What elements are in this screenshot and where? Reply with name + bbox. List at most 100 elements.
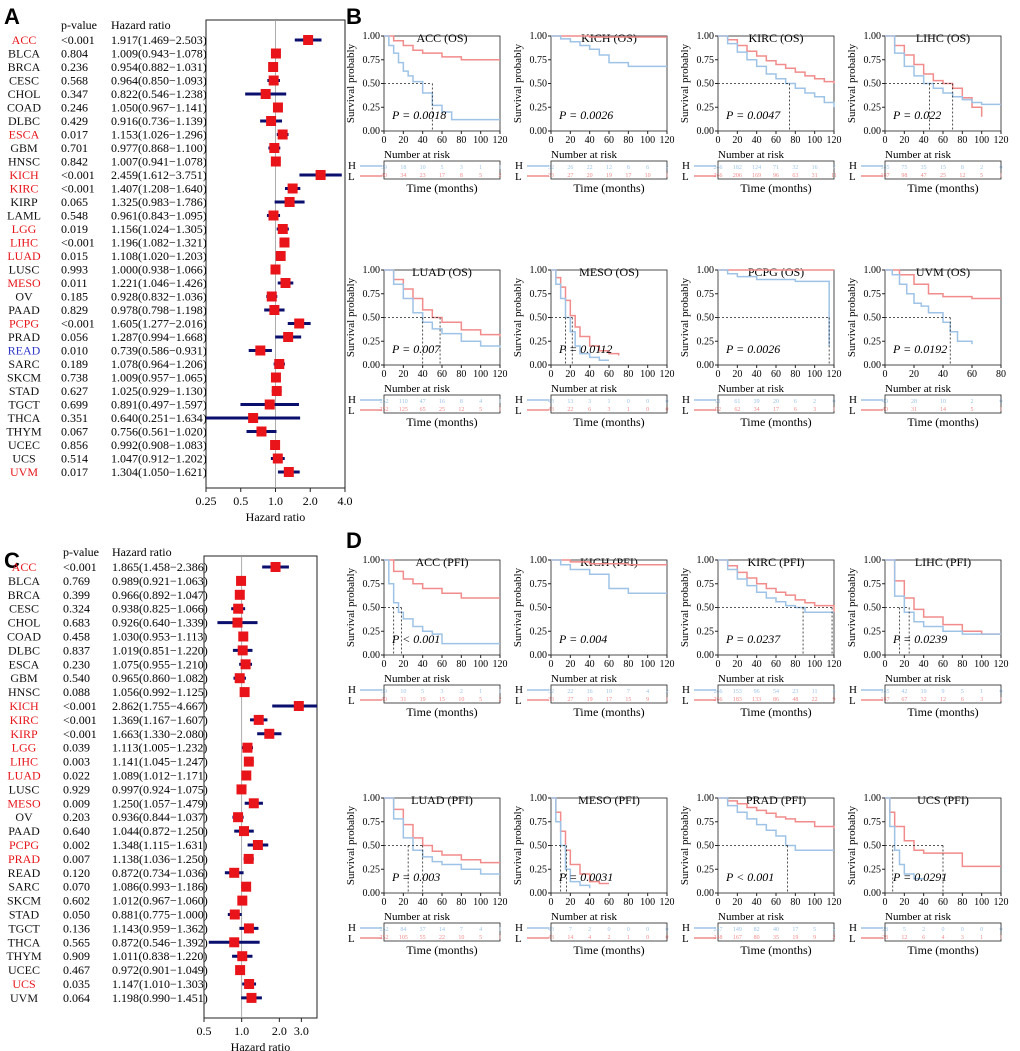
x-tick-label: 0	[883, 659, 888, 670]
risk-count-low: 98	[901, 173, 907, 179]
risk-count-high: 1	[608, 399, 611, 405]
risk-count-high: 149	[733, 927, 742, 933]
hr-marker	[243, 853, 254, 864]
y-tick-label: 0.00	[864, 888, 882, 899]
x-tick-label: 40	[418, 897, 428, 908]
p-value: 0.568	[61, 74, 88, 88]
p-value: <0.001	[63, 713, 97, 727]
y-tick-label: 0.75	[864, 579, 882, 590]
x-tick-label: 2.0	[303, 494, 318, 508]
risk-table-frame	[550, 394, 668, 414]
risk-count-low: 169	[752, 173, 761, 179]
km-curve-high	[384, 35, 500, 121]
x-tick-label: 40	[585, 897, 595, 908]
p-value: 0.003	[63, 755, 90, 769]
cancer-label: KIRC	[10, 713, 39, 727]
hazard-ratio-text: 1.917(1.469−2.503)	[111, 33, 207, 47]
y-tick-label: 1.00	[363, 793, 381, 804]
x-tick-label: 0	[382, 897, 387, 908]
km-x-title: Time (months)	[740, 943, 811, 957]
risk-h-label: H	[682, 922, 690, 934]
risk-table-frame	[884, 160, 1002, 180]
risk-count-high: 0	[666, 399, 669, 405]
risk-count-low: 17	[773, 407, 779, 413]
risk-count-high: 0	[646, 399, 649, 405]
km-title: ACC (PFI)	[415, 555, 468, 569]
hazard-ratio-text: 0.872(0.734−1.036)	[112, 866, 208, 880]
risk-count-low: 20	[587, 173, 593, 179]
x-tick-label: 80	[996, 369, 1006, 380]
p-value: 0.035	[63, 977, 90, 991]
x-tick-label: 120	[994, 897, 1009, 908]
hazard-ratio-text: 0.954(0.882−1.031)	[111, 60, 207, 74]
x-tick-label: 120	[827, 659, 842, 670]
cancer-label: CHOL	[8, 616, 41, 630]
risk-table-frame	[550, 160, 668, 180]
p-value: 0.738	[61, 371, 88, 385]
risk-count-high: 0	[1000, 689, 1003, 695]
x-tick-label: 20	[398, 135, 408, 146]
hazard-ratio-text: 0.926(0.640−1.339)	[112, 616, 208, 630]
risk-count-low: 1	[499, 935, 502, 941]
x-tick-label: 20	[565, 135, 575, 146]
x-tick-label: 20	[732, 369, 742, 380]
p-value: 0.804	[61, 47, 88, 61]
risk-count-high: 153	[733, 689, 742, 695]
risk-count-high: 54	[773, 689, 779, 695]
hazard-ratio-text: 2.862(1.755−4.667)	[112, 699, 208, 713]
x-tick-label: 20	[732, 659, 742, 670]
risk-count-low: 0	[646, 407, 649, 413]
p-value: 0.022	[63, 769, 90, 783]
cancer-label: UCEC	[8, 438, 40, 452]
risk-l-label: L	[682, 695, 689, 707]
hazard-ratio-text: 1.007(0.941−1.078)	[111, 155, 207, 169]
risk-count-high: 4	[479, 927, 482, 933]
hazard-ratio-text: 1.865(1.458−2.386)	[112, 560, 208, 574]
x-tick-label: 120	[994, 135, 1009, 146]
x-tick-label: 0.5	[197, 1024, 212, 1038]
y-tick-label: 1.00	[697, 31, 715, 42]
p-value: 0.011	[61, 276, 88, 290]
risk-count-high: 43	[548, 927, 554, 933]
cancer-label: LUSC	[9, 263, 40, 277]
km-curve-low	[551, 559, 667, 566]
hr-marker	[229, 937, 240, 948]
hazard-ratio-text: 1.009(0.957−1.065)	[111, 371, 207, 385]
y-tick-label: 0.75	[363, 817, 381, 828]
y-tick-label: 0.75	[864, 55, 882, 66]
risk-title: Number at risk	[551, 673, 617, 685]
risk-count-low: 2	[833, 935, 836, 941]
risk-table-frame	[884, 394, 1002, 414]
risk-count-high: 0	[1000, 165, 1003, 171]
cancer-label: BRCA	[8, 588, 41, 602]
cancer-label: HNSC	[8, 685, 40, 699]
x-tick-label: 40	[418, 659, 428, 670]
x-tick-label: 0	[883, 897, 888, 908]
hazard-ratio-text: 1.304(1.050−1.621)	[111, 465, 207, 479]
risk-table-frame	[550, 684, 668, 704]
hazard-ratio-text: 0.891(0.497−1.597)	[111, 398, 207, 412]
p-value: 0.017	[61, 465, 88, 479]
cancer-label: STAD	[9, 384, 40, 398]
hr-marker	[248, 413, 259, 423]
risk-count-low: 1	[1000, 697, 1003, 703]
hazard-ratio-text: 1.605(1.277−2.016)	[111, 317, 207, 331]
p-value: 0.458	[63, 630, 90, 644]
risk-count-low: 19	[606, 173, 612, 179]
risk-h-label: H	[515, 922, 523, 934]
x-tick-label: 100	[640, 897, 655, 908]
p-value: 0.837	[63, 643, 90, 657]
cancer-label: UCS	[12, 977, 35, 991]
risk-count-high: 26	[567, 165, 573, 171]
p-value-annotation: P = 0.0239	[892, 632, 947, 646]
x-tick-label: 0	[883, 369, 888, 380]
cancer-label: MESO	[7, 796, 41, 810]
hazard-ratio-text: 0.916(0.736−1.139)	[111, 114, 207, 128]
hr-marker	[237, 951, 248, 962]
p-value: 0.056	[61, 330, 88, 344]
cancer-label: SARC	[8, 357, 39, 371]
risk-count-high: 1	[499, 689, 502, 695]
km-y-title: Survival probably	[846, 567, 858, 647]
risk-table-frame	[717, 394, 835, 414]
cancer-label: STAD	[9, 908, 40, 922]
